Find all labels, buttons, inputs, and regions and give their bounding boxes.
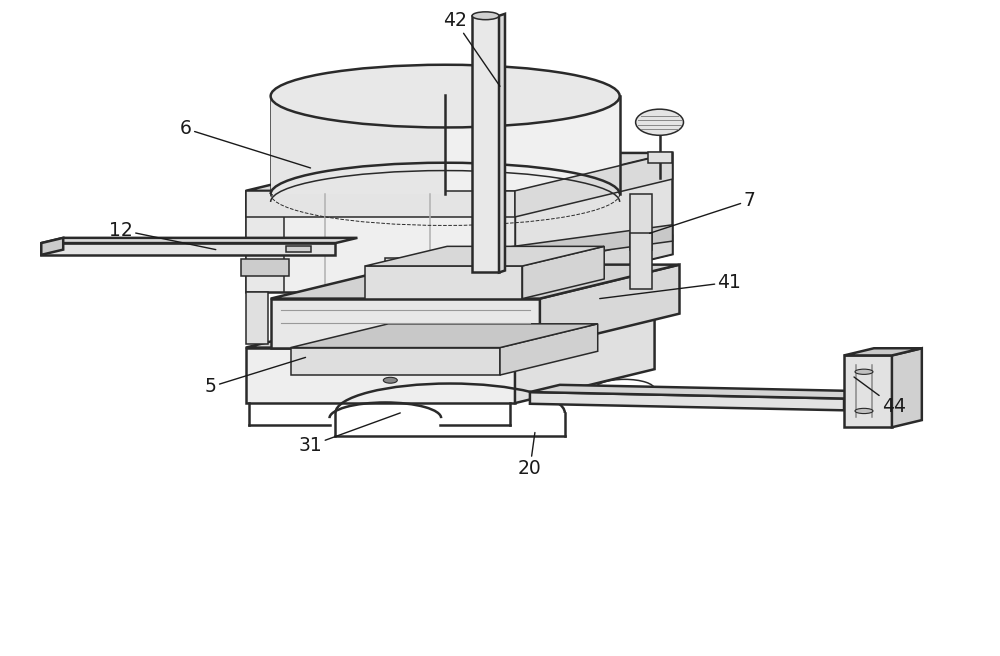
Polygon shape (540, 264, 680, 348)
Ellipse shape (855, 369, 873, 375)
Polygon shape (246, 153, 673, 191)
Polygon shape (291, 324, 598, 348)
Polygon shape (472, 16, 499, 272)
Polygon shape (365, 266, 522, 298)
Polygon shape (522, 247, 604, 298)
Text: 42: 42 (443, 12, 500, 87)
Polygon shape (630, 194, 652, 250)
Ellipse shape (383, 377, 397, 383)
Polygon shape (246, 292, 268, 344)
Text: 44: 44 (854, 377, 906, 416)
Polygon shape (291, 348, 500, 375)
Polygon shape (246, 314, 655, 348)
Polygon shape (892, 348, 922, 427)
Polygon shape (271, 264, 680, 298)
Polygon shape (515, 153, 673, 292)
Ellipse shape (636, 109, 683, 135)
Polygon shape (477, 225, 673, 268)
Polygon shape (477, 191, 515, 292)
Polygon shape (530, 385, 874, 399)
Polygon shape (41, 238, 63, 255)
Polygon shape (499, 14, 505, 272)
Polygon shape (365, 247, 604, 266)
Polygon shape (385, 258, 407, 310)
Text: 41: 41 (600, 273, 741, 298)
Text: 20: 20 (518, 432, 542, 478)
Polygon shape (41, 243, 335, 255)
Polygon shape (844, 348, 922, 356)
Polygon shape (515, 292, 537, 344)
Polygon shape (500, 324, 598, 375)
Polygon shape (515, 153, 673, 217)
Text: 5: 5 (205, 358, 306, 396)
Ellipse shape (472, 12, 499, 20)
Polygon shape (241, 259, 289, 276)
Polygon shape (246, 191, 515, 217)
Polygon shape (271, 298, 540, 348)
Polygon shape (515, 314, 655, 403)
Polygon shape (648, 152, 672, 163)
Polygon shape (246, 191, 284, 292)
Text: 7: 7 (650, 191, 755, 234)
Polygon shape (41, 238, 357, 243)
Polygon shape (246, 191, 515, 292)
Polygon shape (844, 356, 892, 427)
Polygon shape (530, 392, 844, 410)
Polygon shape (271, 96, 620, 194)
Polygon shape (630, 234, 652, 289)
Polygon shape (271, 96, 445, 194)
Polygon shape (515, 235, 673, 292)
Polygon shape (246, 348, 515, 403)
Text: 6: 6 (180, 119, 311, 168)
Polygon shape (286, 246, 311, 252)
Text: 31: 31 (299, 413, 400, 455)
Text: 12: 12 (109, 220, 216, 250)
Ellipse shape (855, 408, 873, 413)
Ellipse shape (271, 65, 620, 127)
